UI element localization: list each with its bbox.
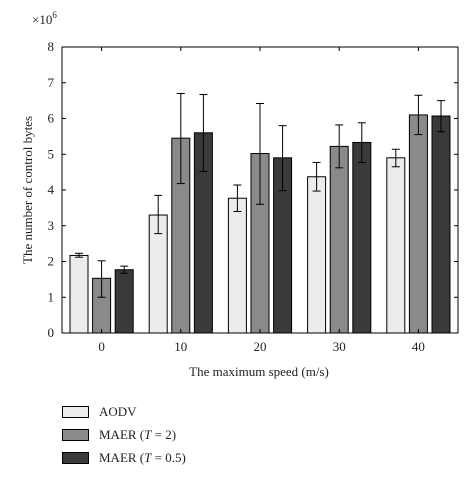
legend-label-maer-t05: MAER (T = 0.5) (99, 449, 186, 465)
legend-swatch-maer-t2 (62, 428, 89, 441)
y-tick-label: 4 (48, 182, 55, 197)
legend-swatch-aodv (62, 405, 89, 418)
y-tick-label: 5 (48, 146, 55, 161)
x-tick-label: 10 (174, 339, 187, 354)
y-axis-title: The number of control bytes (20, 116, 35, 264)
x-tick-label: 40 (412, 339, 425, 354)
y-tick-label: 6 (48, 111, 55, 126)
ticks-group: 0 1 2 3 4 5 6 7 8 0 10 20 30 40 (48, 39, 458, 354)
y-tick-label: 8 (48, 39, 55, 54)
bar (69, 254, 89, 334)
legend-item-aodv: AODV (62, 401, 186, 422)
bar (307, 176, 327, 334)
bar (329, 145, 349, 334)
y-axis-multiplier: ×106 (32, 10, 57, 27)
y-tick-label: 1 (48, 289, 55, 304)
x-axis-title: The maximum speed (m/s) (189, 364, 329, 379)
bar (408, 114, 428, 334)
x-tick-label: 20 (254, 339, 267, 354)
legend-swatch-maer-t05 (62, 451, 89, 464)
bar (431, 115, 451, 334)
y-tick-label: 3 (48, 218, 55, 233)
x-tick-label: 0 (98, 339, 105, 354)
legend-item-maer-t05: MAER (T = 0.5) (62, 447, 186, 468)
bar (386, 157, 406, 334)
legend-item-maer-t2: MAER (T = 2) (62, 424, 186, 445)
y-tick-label: 0 (48, 325, 55, 340)
y-tick-label: 7 (48, 75, 55, 90)
legend-label-aodv: AODV (99, 403, 137, 419)
bars-group (69, 92, 451, 334)
legend-label-maer-t2: MAER (T = 2) (99, 426, 177, 442)
bar (114, 269, 134, 334)
bar (227, 197, 247, 334)
x-tick-label: 30 (333, 339, 346, 354)
y-tick-label: 2 (48, 254, 55, 269)
bar (352, 141, 372, 334)
legend: AODV MAER (T = 2) MAER (T = 0.5) (62, 401, 186, 470)
